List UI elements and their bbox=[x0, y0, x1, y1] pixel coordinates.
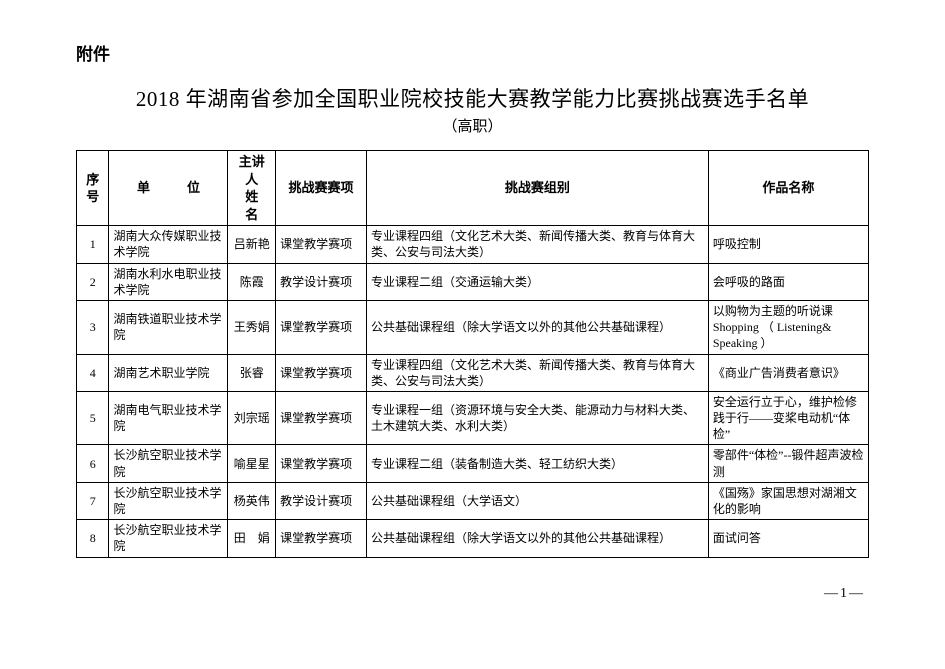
cell-work: 会呼吸的路面 bbox=[708, 263, 868, 300]
table-row: 5 湖南电气职业技术学院 刘宗瑶 课堂教学赛项 专业课程一组（资源环境与安全大类… bbox=[77, 391, 869, 445]
header-event: 挑战赛赛项 bbox=[276, 151, 367, 226]
cell-name: 吕新艳 bbox=[228, 226, 276, 263]
cell-group: 公共基础课程组（除大学语文以外的其他公共基础课程） bbox=[366, 300, 708, 354]
header-name: 主讲人 姓 名 bbox=[228, 151, 276, 226]
cell-name: 陈霞 bbox=[228, 263, 276, 300]
cell-index: 7 bbox=[77, 482, 109, 519]
attachment-label: 附件 bbox=[76, 40, 869, 65]
header-group: 挑战赛组别 bbox=[366, 151, 708, 226]
table-row: 2 湖南水利水电职业技术学院 陈霞 教学设计赛项 专业课程二组（交通运输大类） … bbox=[77, 263, 869, 300]
cell-event: 课堂教学赛项 bbox=[276, 520, 367, 557]
cell-event: 课堂教学赛项 bbox=[276, 300, 367, 354]
cell-org: 湖南铁道职业技术学院 bbox=[109, 300, 228, 354]
cell-name: 张睿 bbox=[228, 354, 276, 391]
page-number: —1— bbox=[76, 586, 869, 602]
cell-event: 教学设计赛项 bbox=[276, 263, 367, 300]
header-work: 作品名称 bbox=[708, 151, 868, 226]
cell-name: 王秀娟 bbox=[228, 300, 276, 354]
cell-index: 2 bbox=[77, 263, 109, 300]
header-index: 序号 bbox=[77, 151, 109, 226]
roster-table: 序号 单 位 主讲人 姓 名 挑战赛赛项 挑战赛组别 作品名称 1 湖南大众传媒… bbox=[76, 150, 869, 558]
table-row: 1 湖南大众传媒职业技术学院 吕新艳 课堂教学赛项 专业课程四组（文化艺术大类、… bbox=[77, 226, 869, 263]
cell-group: 专业课程一组（资源环境与安全大类、能源动力与材料大类、土木建筑大类、水利大类） bbox=[366, 391, 708, 445]
cell-group: 公共基础课程组（大学语文） bbox=[366, 482, 708, 519]
table-body: 1 湖南大众传媒职业技术学院 吕新艳 课堂教学赛项 专业课程四组（文化艺术大类、… bbox=[77, 226, 869, 557]
cell-name: 杨英伟 bbox=[228, 482, 276, 519]
document-title: 2018 年湖南省参加全国职业院校技能大赛教学能力比赛挑战赛选手名单 bbox=[76, 83, 869, 113]
cell-org: 湖南大众传媒职业技术学院 bbox=[109, 226, 228, 263]
header-org: 单 位 bbox=[109, 151, 228, 226]
cell-org: 长沙航空职业技术学院 bbox=[109, 445, 228, 482]
cell-work: 《国殇》家国思想对湖湘文化的影响 bbox=[708, 482, 868, 519]
cell-group: 专业课程二组（交通运输大类） bbox=[366, 263, 708, 300]
document-page: 附件 2018 年湖南省参加全国职业院校技能大赛教学能力比赛挑战赛选手名单 （高… bbox=[0, 0, 945, 602]
table-row: 7 长沙航空职业技术学院 杨英伟 教学设计赛项 公共基础课程组（大学语文） 《国… bbox=[77, 482, 869, 519]
cell-index: 6 bbox=[77, 445, 109, 482]
cell-index: 8 bbox=[77, 520, 109, 557]
cell-org: 长沙航空职业技术学院 bbox=[109, 520, 228, 557]
cell-work: 呼吸控制 bbox=[708, 226, 868, 263]
cell-name: 刘宗瑶 bbox=[228, 391, 276, 445]
cell-org: 湖南艺术职业学院 bbox=[109, 354, 228, 391]
cell-org: 湖南水利水电职业技术学院 bbox=[109, 263, 228, 300]
cell-name: 田 娟 bbox=[228, 520, 276, 557]
cell-work: 《商业广告消费者意识》 bbox=[708, 354, 868, 391]
cell-work: 面试问答 bbox=[708, 520, 868, 557]
cell-group: 公共基础课程组（除大学语文以外的其他公共基础课程） bbox=[366, 520, 708, 557]
cell-org: 湖南电气职业技术学院 bbox=[109, 391, 228, 445]
table-row: 4 湖南艺术职业学院 张睿 课堂教学赛项 专业课程四组（文化艺术大类、新闻传播大… bbox=[77, 354, 869, 391]
cell-index: 5 bbox=[77, 391, 109, 445]
cell-work: 零部件“体检”--锻件超声波检测 bbox=[708, 445, 868, 482]
table-row: 6 长沙航空职业技术学院 喻星星 课堂教学赛项 专业课程二组（装备制造大类、轻工… bbox=[77, 445, 869, 482]
table-header-row: 序号 单 位 主讲人 姓 名 挑战赛赛项 挑战赛组别 作品名称 bbox=[77, 151, 869, 226]
cell-event: 课堂教学赛项 bbox=[276, 226, 367, 263]
cell-group: 专业课程四组（文化艺术大类、新闻传播大类、教育与体育大类、公安与司法大类） bbox=[366, 354, 708, 391]
cell-event: 教学设计赛项 bbox=[276, 482, 367, 519]
table-row: 3 湖南铁道职业技术学院 王秀娟 课堂教学赛项 公共基础课程组（除大学语文以外的… bbox=[77, 300, 869, 354]
cell-event: 课堂教学赛项 bbox=[276, 354, 367, 391]
cell-group: 专业课程二组（装备制造大类、轻工纺织大类） bbox=[366, 445, 708, 482]
cell-name: 喻星星 bbox=[228, 445, 276, 482]
cell-work: 以购物为主题的听说课 Shopping （ Listening& Speakin… bbox=[708, 300, 868, 354]
cell-index: 1 bbox=[77, 226, 109, 263]
cell-index: 4 bbox=[77, 354, 109, 391]
cell-group: 专业课程四组（文化艺术大类、新闻传播大类、教育与体育大类、公安与司法大类） bbox=[366, 226, 708, 263]
cell-event: 课堂教学赛项 bbox=[276, 391, 367, 445]
cell-work: 安全运行立于心，维护检修践于行——变桨电动机“体检” bbox=[708, 391, 868, 445]
cell-event: 课堂教学赛项 bbox=[276, 445, 367, 482]
document-subtitle: （高职） bbox=[76, 115, 869, 136]
cell-index: 3 bbox=[77, 300, 109, 354]
table-row: 8 长沙航空职业技术学院 田 娟 课堂教学赛项 公共基础课程组（除大学语文以外的… bbox=[77, 520, 869, 557]
cell-org: 长沙航空职业技术学院 bbox=[109, 482, 228, 519]
